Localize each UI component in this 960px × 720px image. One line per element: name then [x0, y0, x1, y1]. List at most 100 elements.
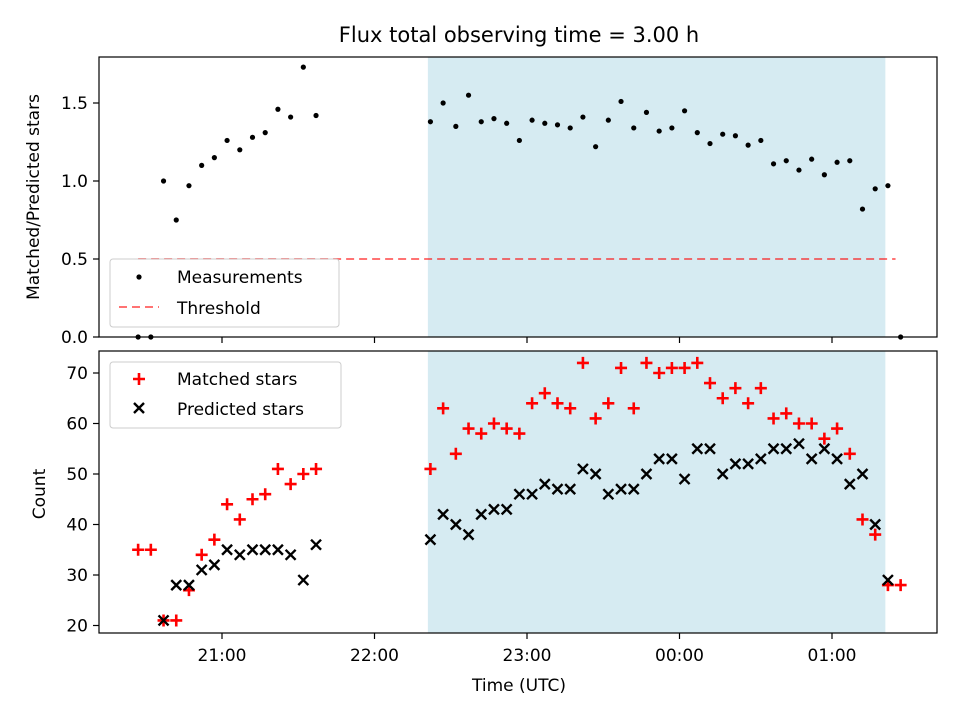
- predicted-star-point-22: [538, 478, 551, 490]
- matched-star-point-49: [856, 513, 869, 526]
- measurement-point-39: [732, 133, 739, 139]
- matched-star-point-19: [475, 427, 488, 440]
- lower-y-tick-label-1: 30: [66, 566, 88, 586]
- measurement-point-47: [834, 159, 840, 165]
- measurement-point-45: [809, 156, 815, 162]
- predicted-star-point-5: [221, 543, 233, 556]
- matched-star-point-18: [462, 422, 475, 435]
- upper-panel: 0.0 0.5 1.0 1.5 Matched/Predicted stars Mea…: [24, 56, 938, 348]
- matched-star-point-8: [233, 513, 246, 526]
- measurement-point-42: [770, 161, 777, 167]
- measurement-point-27: [580, 114, 586, 120]
- matched-star-point-1: [144, 543, 157, 556]
- predicted-star-point-45: [831, 453, 843, 465]
- predicted-star-point-40: [767, 442, 780, 455]
- predicted-star-point-19: [500, 503, 513, 516]
- predicted-star-point-39: [754, 453, 767, 465]
- lower-legend: Matched stars Predicted stars: [109, 361, 342, 429]
- predicted-star-point-16: [462, 528, 475, 541]
- observing-window-shade-upper: [427, 57, 886, 337]
- measurement-point-24: [542, 120, 548, 126]
- matched-star-point-20: [487, 417, 500, 430]
- matched-star-point-32: [640, 356, 653, 369]
- measurement-point-19: [478, 119, 484, 125]
- measurement-point-3: [173, 217, 179, 223]
- legend-predicted-marker: [133, 402, 145, 414]
- matched-star-point-44: [792, 417, 805, 430]
- measurement-point-8: [237, 147, 243, 153]
- predicted-star-point-33: [678, 473, 691, 485]
- matched-star-point-40: [742, 397, 755, 410]
- matched-star-point-7: [221, 498, 234, 511]
- measurement-point-9: [249, 134, 256, 140]
- predicted-star-point-20: [513, 488, 526, 501]
- measurement-point-29: [605, 117, 611, 123]
- matched-star-point-37: [704, 377, 716, 390]
- matched-star-point-6: [208, 533, 221, 546]
- matched-star-point-45: [805, 417, 818, 430]
- measurement-point-48: [847, 158, 853, 164]
- x-axis-label: Time (UTC): [471, 676, 566, 696]
- matched-star-point-43: [780, 407, 793, 420]
- lower-y-tick-label-5: 70: [66, 364, 88, 384]
- predicted-star-point-21: [526, 488, 538, 501]
- predicted-star-point-12: [310, 538, 322, 551]
- matched-star-point-29: [602, 397, 615, 410]
- measurement-point-17: [453, 123, 459, 129]
- x-tick-label-1: 22:00: [350, 646, 399, 666]
- lower-panel: 20 30 40 50 60 70 21:00 22:00 23:00 00:00 01:00 C…: [30, 350, 938, 696]
- predicted-star-point-17: [475, 508, 488, 521]
- matched-star-point-22: [513, 427, 526, 440]
- matched-star-point-52: [894, 579, 907, 592]
- matched-star-point-24: [538, 387, 551, 400]
- measurement-point-22: [516, 137, 522, 144]
- predicted-star-point-38: [742, 458, 754, 470]
- measurement-point-5: [199, 162, 205, 168]
- lower-y-tick-label-0: 20: [66, 617, 88, 637]
- measurement-point-46: [821, 172, 827, 178]
- upper-x-ticks: [221, 337, 833, 343]
- lower-y-axis-label: Count: [30, 468, 50, 519]
- matched-star-point-17: [449, 447, 462, 460]
- upper-legend-box: [109, 258, 340, 328]
- predicted-star-point-13: [424, 533, 437, 546]
- predicted-star-point-27: [602, 488, 615, 501]
- predicted-star-point-46: [843, 478, 856, 490]
- upper-axes-frame: [98, 56, 938, 338]
- matched-star-point-46: [818, 432, 831, 445]
- lower-x-ticks: 21:00 22:00 23:00 00:00 01:00: [198, 633, 857, 666]
- predicted-star-point-10: [284, 548, 297, 561]
- measurement-point-34: [669, 125, 675, 131]
- measurement-point-31: [631, 125, 637, 131]
- predicted-star-point-43: [805, 453, 818, 465]
- measurement-point-32: [643, 109, 650, 115]
- upper-legend: Measurements Threshold: [109, 258, 340, 328]
- measurement-point-4: [186, 183, 192, 189]
- predicted-star-point-26: [589, 468, 602, 480]
- x-tick-label-0: 21:00: [198, 646, 247, 666]
- measurement-point-6: [211, 155, 217, 161]
- measurement-point-43: [783, 158, 789, 164]
- matched-star-point-30: [615, 361, 628, 374]
- legend-matched-label: Matched stars: [177, 370, 297, 390]
- upper-y-tick-label-1: 0.5: [61, 250, 88, 270]
- matched-star-point-9: [246, 493, 259, 506]
- matched-star-point-16: [437, 402, 450, 415]
- lower-y-tick-label-4: 60: [66, 415, 88, 435]
- upper-y-tick-label-0: 0.0: [61, 328, 88, 348]
- measurement-point-12: [288, 114, 294, 120]
- measurement-point-41: [758, 137, 764, 144]
- predicted-star-point-28: [615, 483, 627, 495]
- matched-star-point-34: [665, 361, 678, 374]
- matched-star-point-0: [132, 543, 145, 556]
- measurement-point-15: [427, 119, 434, 125]
- predicted-star-point-34: [691, 442, 704, 455]
- matched-star-point-25: [551, 397, 564, 410]
- matched-star-point-42: [767, 412, 780, 425]
- matched-star-point-21: [500, 422, 513, 435]
- matched-star-point-26: [564, 402, 577, 415]
- lower-y-ticks: 20 30 40 50 60 70: [66, 364, 99, 637]
- measurement-point-10: [262, 130, 268, 136]
- measurement-point-40: [745, 142, 751, 148]
